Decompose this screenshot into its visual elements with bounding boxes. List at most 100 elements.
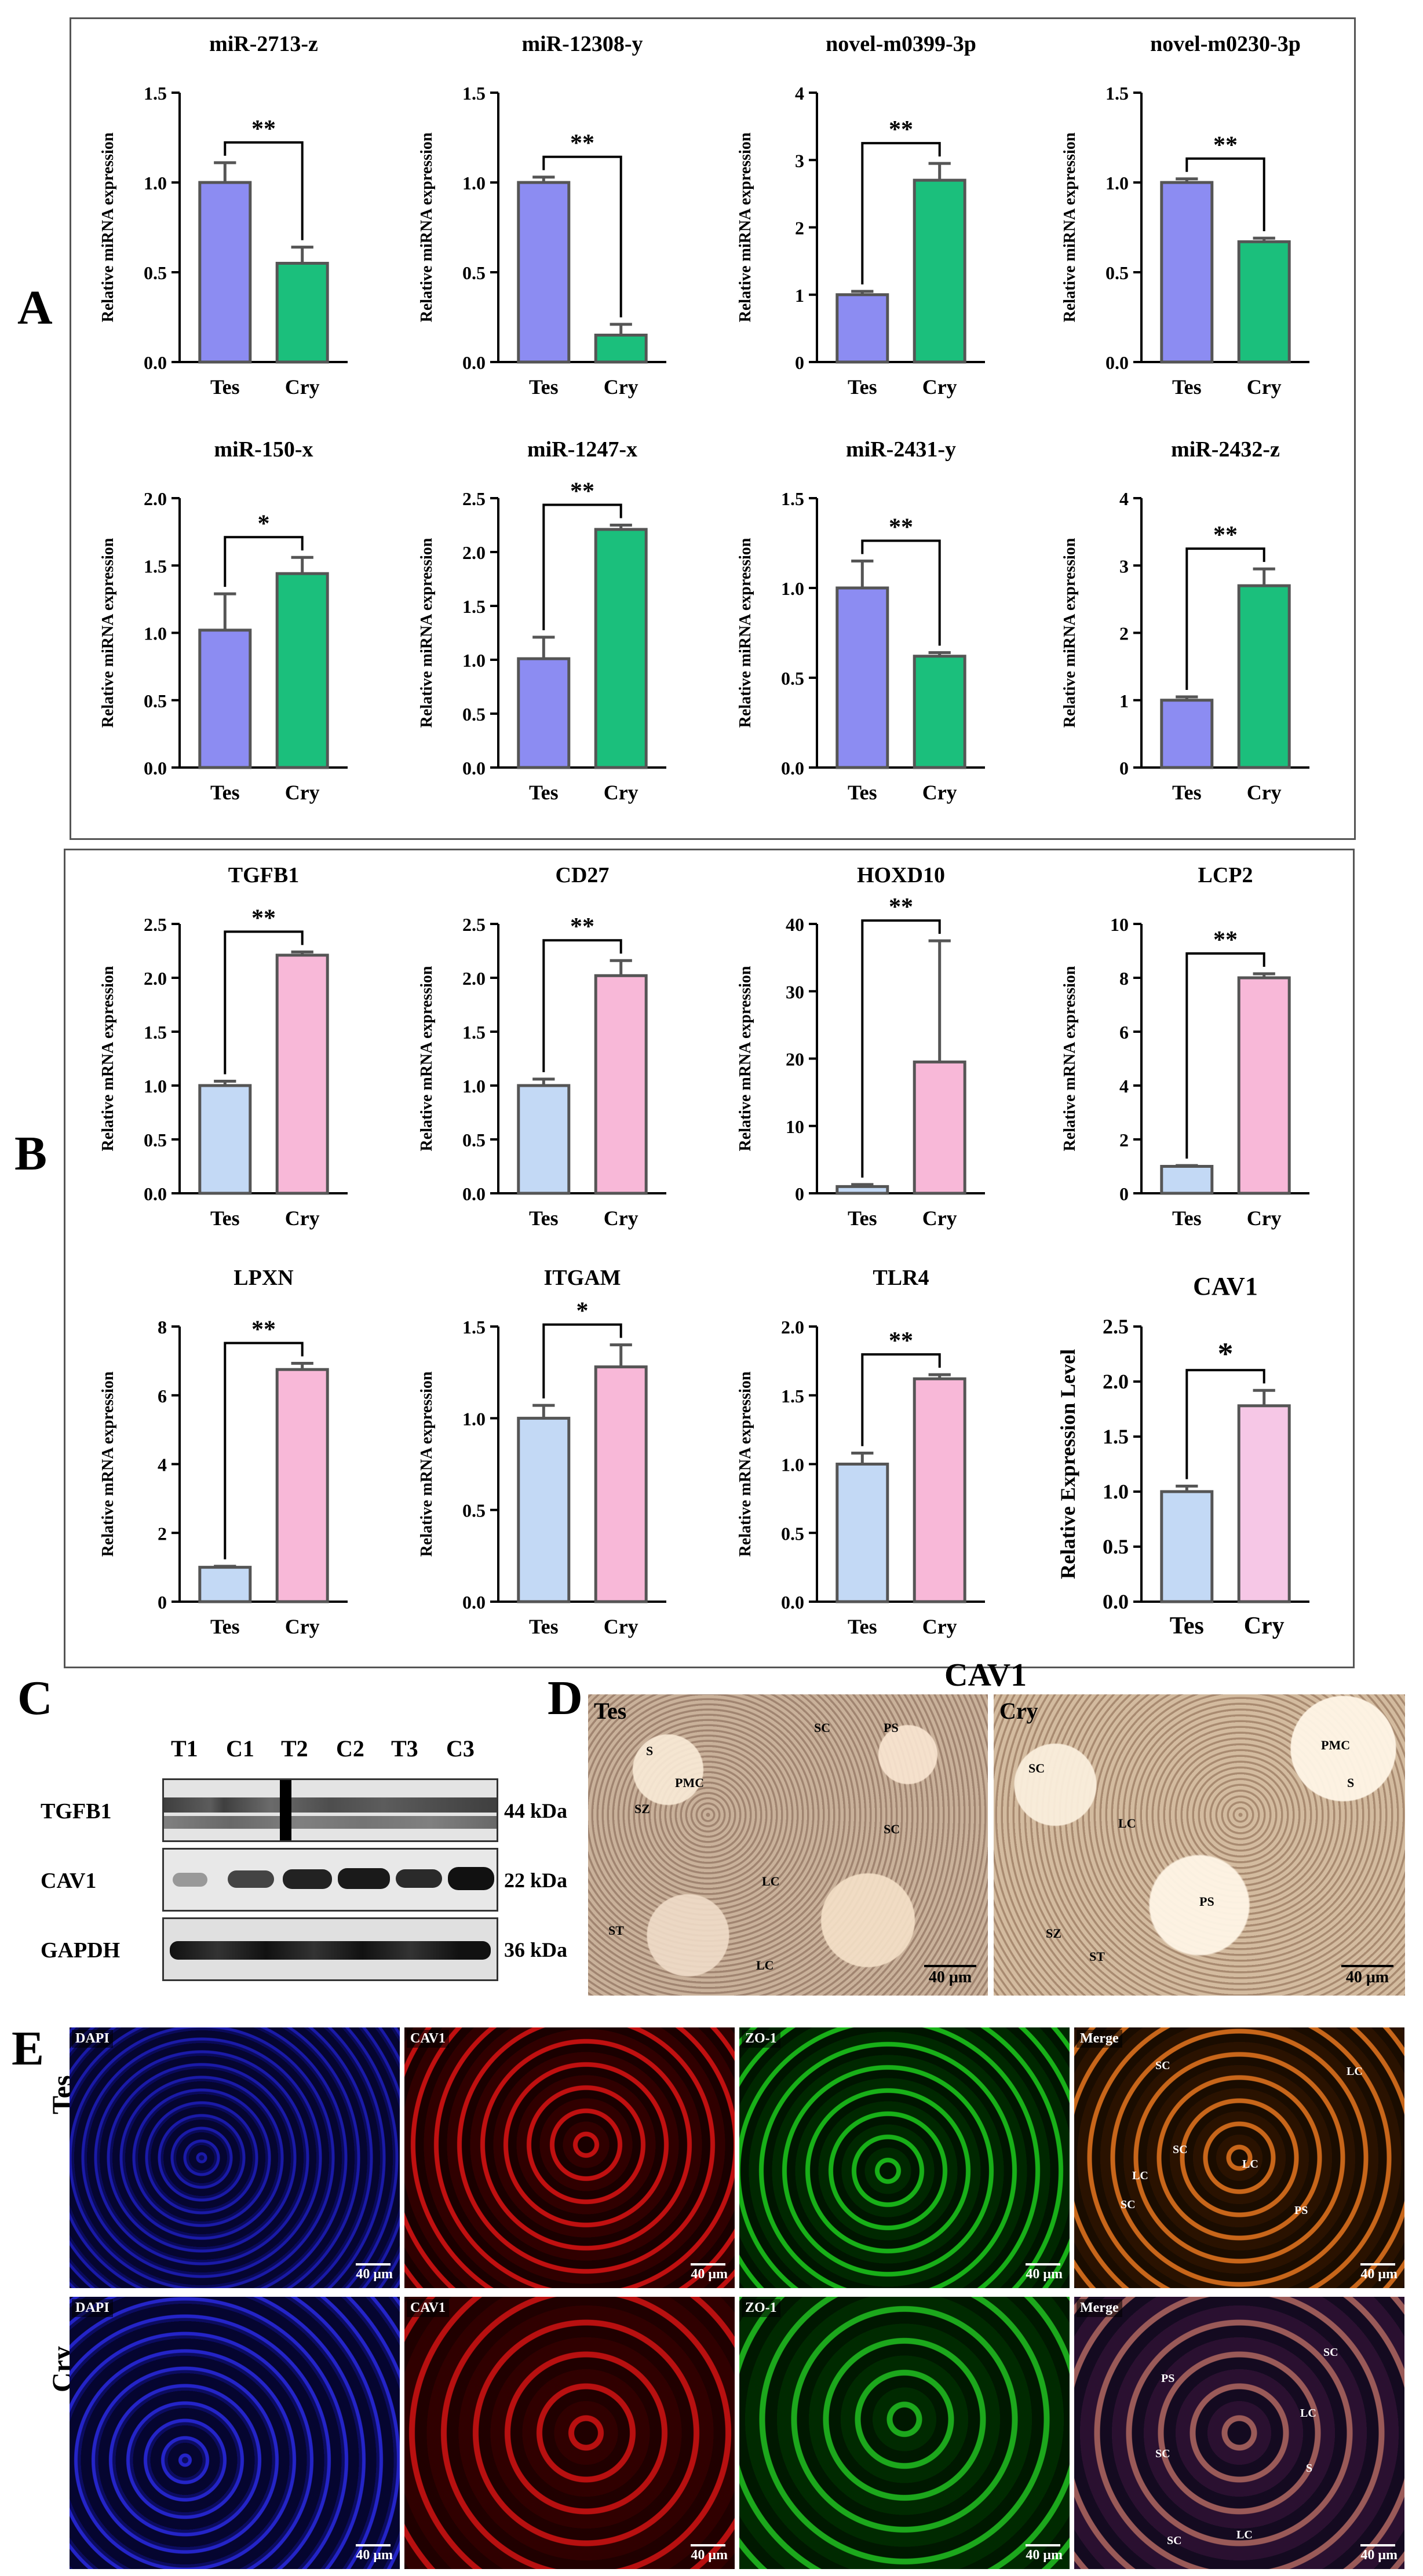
chart-tgfb1: TGFB1 Relative mRNA expression 0.0 0.5 1.0 1.… [99,863,348,1230]
fl-tes-cav1: CAV1 40 μm [404,2027,735,2288]
ihc-annotation: PS [884,1720,899,1735]
ihc-annotation: PMC [1321,1738,1351,1752]
significance-marker: ** [251,116,276,142]
x-tick-label: Tes [848,375,877,399]
y-tick-label: 2.5 [1103,1315,1129,1338]
panel-label-b: B [14,1127,48,1181]
significance-bracket [542,939,622,1072]
chart-itgam: ITGAM Relative mRNA expression 0.0 0.5 1.0 1.… [418,1266,666,1638]
panel-label-a: A [17,281,53,335]
y-tick-label: 6 [158,1386,167,1406]
bar-cry [913,178,966,364]
y-tick-label: 4 [795,83,804,104]
chart-mir-2432-z: miR-2432-z Relative miRNA expression 0 1 2 3 4… [1061,437,1309,804]
bar-tes [1160,699,1214,769]
y-tick-label: 1.5 [462,596,486,617]
y-tick-label: 0.5 [1103,1535,1129,1558]
fl-annotation: LC [1132,2169,1148,2182]
bar-tes [198,1566,252,1603]
fl-channel-label: Merge [1077,2299,1122,2317]
y-tick-label: 0.0 [1103,1590,1129,1613]
bar-cry [594,974,648,1195]
y-tick-label: 2.0 [462,542,486,563]
ihc-annotation: SC [1028,1761,1045,1775]
y-tick-label: 2.0 [144,968,167,989]
significance-marker: ** [889,1328,913,1354]
x-tick-label: Cry [285,781,320,804]
y-tick-label: 2.0 [781,1317,804,1338]
y-tick-label: 0.0 [781,758,804,779]
y-tick-label: 0.5 [144,1130,167,1150]
y-tick-label: 2.0 [1103,1370,1129,1393]
y-tick-label: 0.5 [144,262,167,283]
ihc-annotation: SC [814,1720,831,1735]
fl-channel-label: DAPI [72,2030,113,2048]
ihc-annotation: S [646,1744,654,1758]
y-tick-label: 1.0 [1105,173,1129,193]
y-tick-label: 2.5 [462,914,486,935]
chart-novel-m0230-3p: novel-m0230-3p Relative miRNA expression 0… [1061,32,1309,399]
y-tick-label: 4 [1119,488,1129,509]
x-tick-label: Cry [922,1615,957,1638]
scale-bar: 40 μm [1026,2544,1063,2563]
bar-tes [517,1416,571,1603]
x-tick-label: Cry [285,1207,320,1230]
y-tick-label: 0.5 [781,668,804,689]
y-tick-label: 1.5 [462,1022,486,1043]
chart-mir-1247-x: miR-1247-x Relative miRNA expression 0.0 0.… [418,437,666,804]
bar-tes [835,1463,889,1603]
chart-title: miR-12308-y [522,32,643,56]
bar-cry [275,1368,329,1603]
x-tick-label: Cry [285,375,320,399]
y-tick-label: 4 [1119,1076,1129,1097]
bar-cry [594,1365,648,1603]
significance-marker: ** [570,130,594,157]
y-tick-label: 8 [158,1317,167,1338]
ihc-label-cry: Cry [999,1698,1038,1724]
x-tick-label: Tes [1172,781,1202,804]
chart-title: HOXD10 [857,863,945,887]
significance-marker: * [1218,1336,1234,1371]
significance-bracket [224,141,304,240]
chart-lpxn: LPXN Relative mRNA expression 0 2 4 6 8 Tes Cry *… [99,1266,348,1638]
scale-bar: 40 μm [1026,2263,1063,2282]
y-axis-label: Relative mRNA expression [1061,966,1079,1151]
y-tick-label: 6 [1119,1022,1129,1043]
y-tick-label: 2.5 [144,914,167,935]
significance-bracket [542,155,622,317]
fl-tes-dapi: DAPI 40 μm [70,2027,400,2288]
western-blot: T1 C1 T2 C2 T3 C3 TGFB1 CAV1 GAPDH 44 kD… [0,1680,591,2004]
significance-bracket [1185,547,1265,690]
y-axis-label: Relative mRNA expression [418,966,436,1151]
significance-marker: ** [570,478,594,505]
fl-annotation: SC [1155,2059,1170,2072]
fl-annotation: LC [1236,2529,1253,2541]
significance-bracket [224,536,304,587]
significance-bracket [1185,1369,1265,1479]
panel-label-e: E [12,2022,45,2076]
significance-bracket [224,1342,304,1559]
bar-tes [835,586,889,769]
wb-lane-labels: T1 C1 T2 C2 T3 C3 [171,1735,495,1764]
x-tick-label: Tes [1172,375,1202,399]
y-tick-label: 1.5 [144,83,167,104]
wb-lane-label: C3 [446,1735,475,1762]
y-tick-label: 0.5 [462,704,486,725]
y-tick-label: 2.5 [462,488,486,509]
bar-tes [835,293,889,364]
y-tick-label: 0 [1119,1183,1129,1204]
wb-blot-gapdh [162,1917,498,1981]
significance-marker: * [577,1298,589,1325]
x-tick-label: Cry [604,375,638,399]
bar-cry [913,1060,966,1195]
y-tick-label: 10 [786,1116,804,1137]
chart-lcp2: LCP2 Relative mRNA expression 0 2 4 6 8 10 Tes Cr… [1061,863,1309,1230]
chart-tlr4: TLR4 Relative mRNA expression 0.0 0.5 1.0 1.5… [736,1266,985,1638]
y-tick-label: 0 [1119,758,1129,779]
ihc-annotation: PMC [675,1775,705,1790]
ihc-annotation: SC [884,1822,900,1836]
scale-bar: 40 μm [1360,2263,1398,2282]
x-tick-label: Tes [210,1615,240,1638]
y-axis-label: Relative miRNA expression [418,132,436,322]
wb-protein-label: TGFB1 [41,1799,112,1824]
